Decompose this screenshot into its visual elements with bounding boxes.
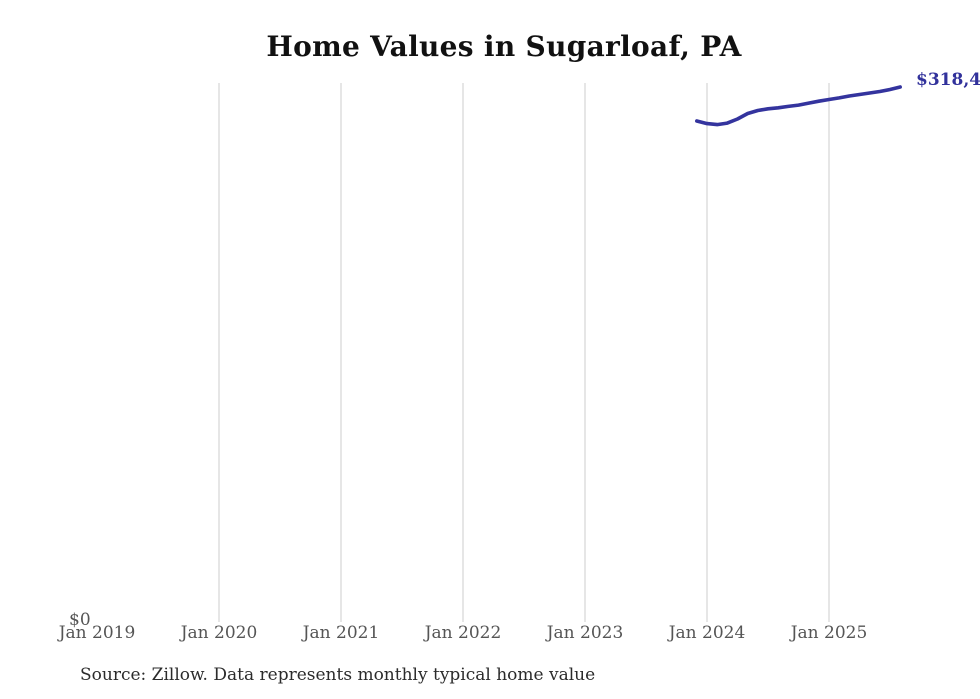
series-end-value-label: $318,460 (916, 70, 980, 90)
x-tick-label: Jan 2024 (668, 623, 746, 643)
x-tick-label: Jan 2019 (58, 623, 136, 643)
y-axis-zero-label: $0 (69, 610, 91, 630)
home-value-series-line (694, 85, 903, 127)
x-tick-label: Jan 2023 (546, 623, 624, 643)
x-tick-label: Jan 2021 (302, 623, 380, 643)
source-note: Source: Zillow. Data represents monthly … (80, 665, 596, 685)
x-tick-label: Jan 2020 (180, 623, 258, 643)
chart-title: Home Values in Sugarloaf, PA (266, 30, 742, 63)
x-tick-label: Jan 2025 (790, 623, 868, 643)
x-tick-label: Jan 2022 (424, 623, 502, 643)
